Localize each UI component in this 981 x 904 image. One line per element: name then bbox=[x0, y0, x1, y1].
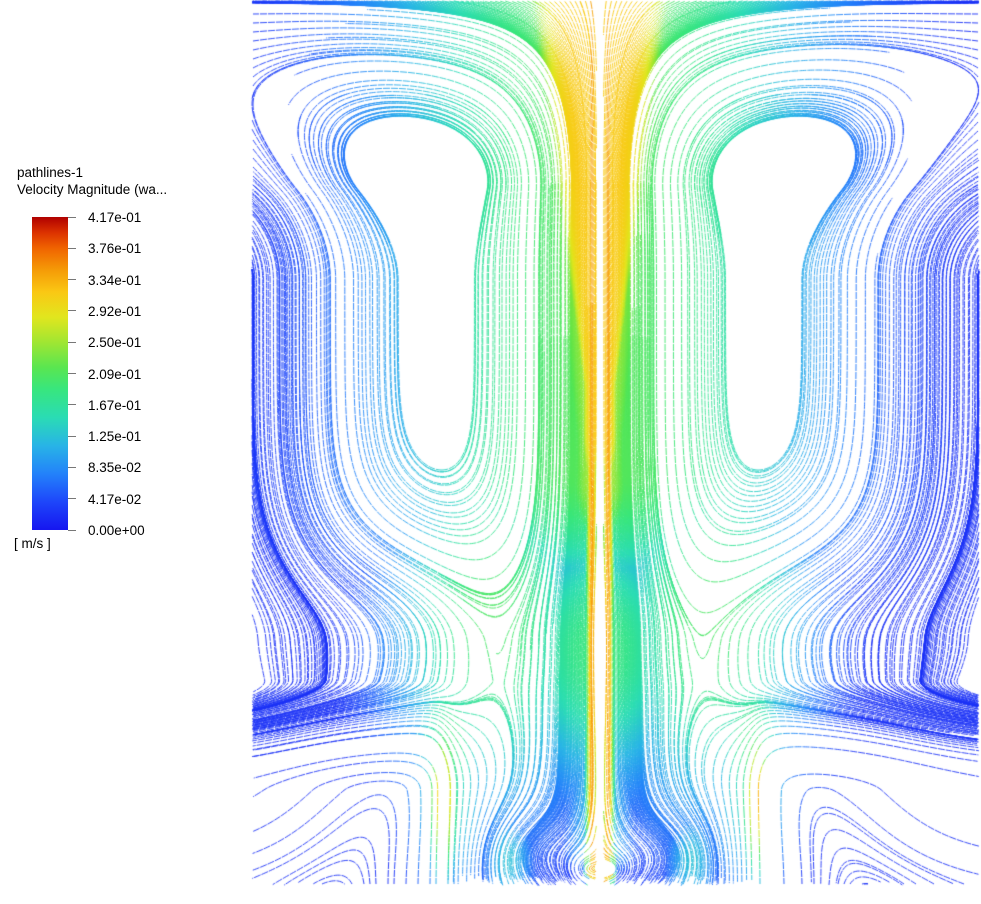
colorbar-tick bbox=[68, 466, 76, 468]
colorbar-gradient bbox=[32, 217, 68, 530]
colorbar-tick bbox=[68, 216, 76, 218]
colorbar-tick-label: 4.17e-02 bbox=[88, 491, 142, 507]
pathlines-canvas[interactable] bbox=[250, 0, 981, 904]
colorbar-tick-label: 4.17e-01 bbox=[88, 210, 142, 225]
colorbar-legend: pathlines-1 Velocity Magnitude (wa... 4.… bbox=[0, 0, 250, 904]
colorbar-tick bbox=[68, 373, 76, 374]
colorbar-tick bbox=[68, 498, 76, 500]
colorbar-tick bbox=[68, 310, 76, 312]
colorbar-tick bbox=[68, 341, 76, 343]
colorbar-tick-label: 8.35e-02 bbox=[88, 460, 142, 476]
colorbar-tick bbox=[68, 529, 76, 531]
colorbar-tick-label: 0.00e+00 bbox=[88, 523, 145, 538]
colorbar-tick-label: 2.92e-01 bbox=[88, 303, 142, 319]
colorbar-tick bbox=[68, 435, 76, 437]
legend-title: pathlines-1 bbox=[17, 165, 84, 180]
colorbar-tick-label: 2.09e-01 bbox=[88, 366, 142, 382]
colorbar-tick-label: 2.50e-01 bbox=[88, 335, 142, 351]
colorbar-unit-label: [ m/s ] bbox=[14, 536, 51, 551]
colorbar-tick bbox=[68, 404, 76, 406]
colorbar-tick-label: 3.34e-01 bbox=[88, 272, 142, 288]
legend-subtitle: Velocity Magnitude (wa... bbox=[17, 182, 168, 197]
colorbar-tick-label: 1.25e-01 bbox=[88, 429, 142, 445]
colorbar-tick bbox=[68, 247, 76, 249]
colorbar-tick-label: 3.76e-01 bbox=[88, 241, 142, 257]
colorbar-tick bbox=[68, 279, 76, 281]
colorbar-tick-label: 1.67e-01 bbox=[88, 397, 142, 413]
